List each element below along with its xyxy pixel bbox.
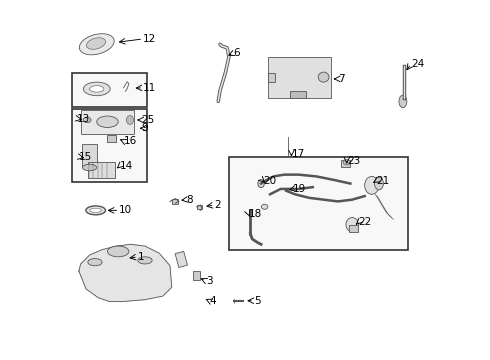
Ellipse shape [138,257,152,264]
Polygon shape [79,244,172,301]
Bar [193,271,199,280]
Ellipse shape [318,72,329,82]
Text: 11: 11 [143,83,156,93]
Text: 14: 14 [120,161,133,171]
Bar [268,57,331,98]
Ellipse shape [343,159,350,165]
Bar [88,162,115,178]
Bar [172,199,178,204]
Ellipse shape [79,34,114,55]
Text: 13: 13 [77,113,90,123]
Text: 17: 17 [292,149,305,159]
Ellipse shape [90,86,104,92]
Ellipse shape [262,204,268,209]
Bar [342,160,350,167]
Text: 12: 12 [143,34,156,44]
Text: 21: 21 [376,176,390,186]
Ellipse shape [399,95,407,108]
Ellipse shape [126,116,134,125]
Bar [229,157,408,249]
Text: 18: 18 [248,209,262,219]
Bar [290,91,306,98]
Text: 19: 19 [293,184,306,194]
Bar [268,73,275,82]
Bar [348,225,358,232]
Text: 16: 16 [124,136,138,147]
Text: 20: 20 [263,176,276,186]
Text: 10: 10 [119,205,132,215]
Ellipse shape [374,177,383,190]
Text: 22: 22 [359,217,372,227]
Bar [175,251,188,267]
Text: 2: 2 [215,200,221,210]
Ellipse shape [83,117,91,123]
Bar [72,109,147,182]
Text: 1: 1 [138,252,145,262]
Text: 3: 3 [206,276,212,286]
Text: 7: 7 [338,74,344,84]
Ellipse shape [90,208,101,212]
Text: 8: 8 [186,195,193,204]
Ellipse shape [86,38,106,49]
Bar [72,73,147,107]
Ellipse shape [365,176,379,194]
Ellipse shape [107,246,129,257]
Text: 9: 9 [142,123,148,133]
Text: 6: 6 [234,48,240,58]
Text: 15: 15 [79,152,92,162]
Text: 25: 25 [142,115,155,125]
Bar [81,111,134,134]
Ellipse shape [88,258,102,266]
Ellipse shape [82,164,97,171]
Text: 4: 4 [209,296,216,306]
Bar [82,144,97,167]
Bar [107,135,117,142]
Ellipse shape [83,82,110,96]
Text: 23: 23 [347,157,360,166]
Bar [197,205,202,209]
Ellipse shape [258,180,264,188]
Ellipse shape [86,206,105,215]
Text: 5: 5 [254,296,261,306]
Ellipse shape [97,116,118,127]
Text: 24: 24 [411,59,424,69]
Ellipse shape [346,217,358,232]
